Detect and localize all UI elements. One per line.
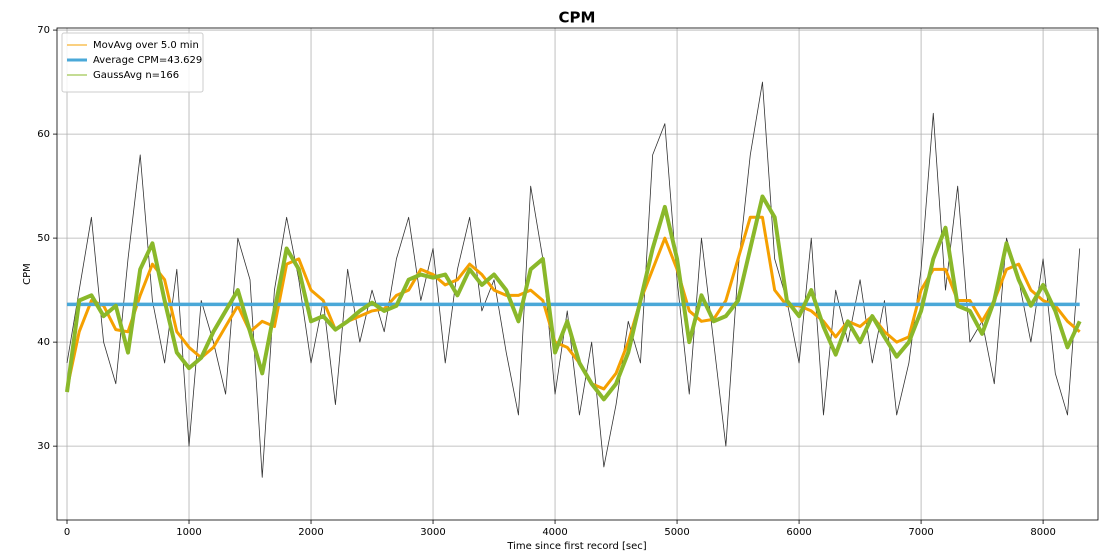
y-tick-label: 60: [37, 129, 50, 140]
legend-label: Average CPM=43.629: [93, 55, 202, 66]
x-tick-label: 3000: [420, 527, 445, 538]
series-line: [65, 215, 1081, 391]
series-line: [66, 81, 1081, 478]
x-tick-label: 2000: [298, 527, 323, 538]
legend-label: GaussAvg n=166: [93, 70, 179, 81]
y-tick-label: 40: [37, 337, 50, 348]
y-tick-label: 50: [37, 233, 50, 244]
y-tick-label: 70: [37, 25, 50, 36]
x-tick-label: 6000: [786, 527, 811, 538]
x-tick-label: 8000: [1030, 527, 1055, 538]
x-tick-label: 7000: [908, 527, 933, 538]
x-axis-label: Time since first record [sec]: [506, 541, 646, 552]
legend-label: MovAvg over 5.0 min: [93, 40, 199, 51]
plot-frame: [56, 27, 1099, 521]
x-tick-label: 5000: [664, 527, 689, 538]
y-axis-label: CPM: [22, 263, 33, 285]
x-tick-label: 0: [64, 527, 70, 538]
x-tick-label: 1000: [176, 527, 201, 538]
y-tick-label: 30: [37, 441, 50, 452]
legend: MovAvg over 5.0 min Average CPM=43.629 Gau…: [61, 32, 204, 93]
chart-title: CPM: [559, 9, 596, 27]
series-line: [65, 194, 1082, 402]
legend-box: [61, 32, 204, 93]
x-tick-label: 4000: [542, 527, 567, 538]
